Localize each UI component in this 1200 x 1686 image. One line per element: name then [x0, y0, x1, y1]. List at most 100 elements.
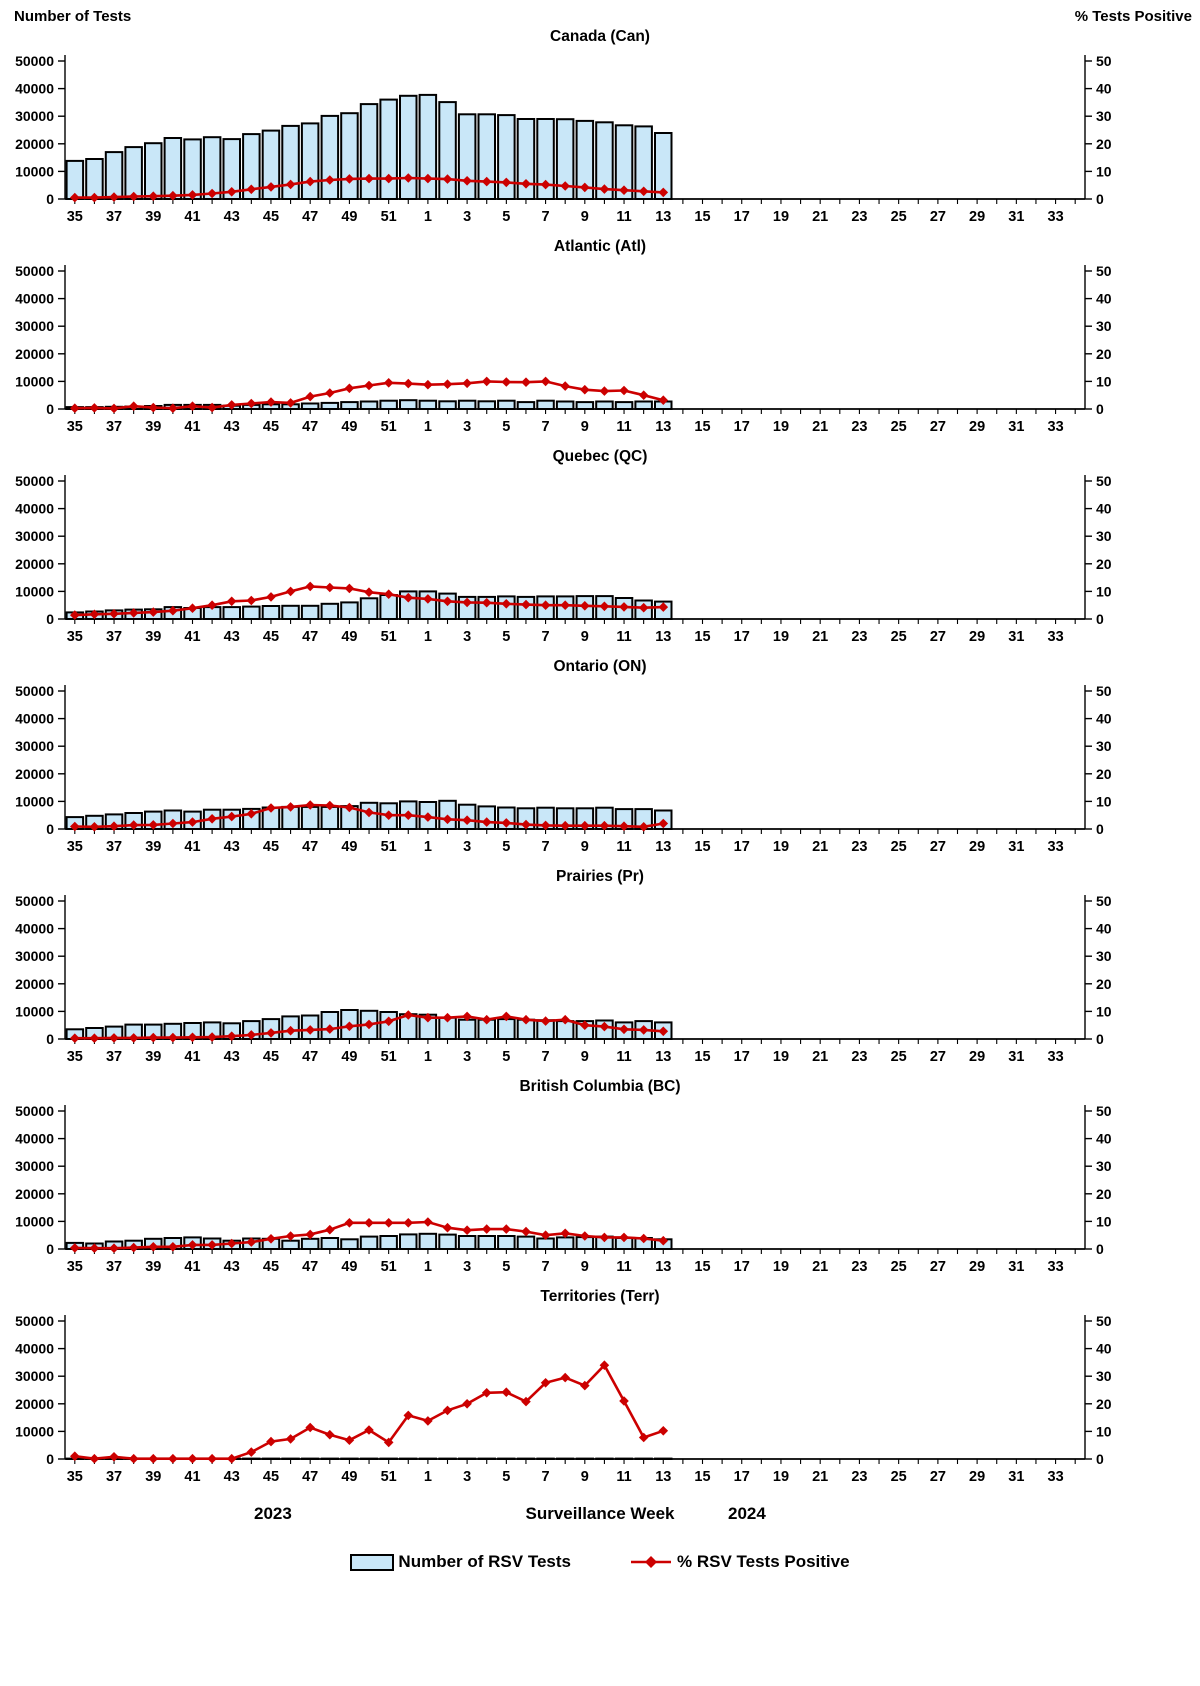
- svg-text:5: 5: [502, 629, 510, 645]
- svg-text:19: 19: [773, 1259, 789, 1275]
- panel-british-columbia-bc: British Columbia (BC) 0 10000 20000 30000 400…: [0, 1078, 1200, 1288]
- svg-text:37: 37: [106, 209, 122, 225]
- svg-text:15: 15: [694, 1259, 710, 1275]
- svg-text:13: 13: [655, 209, 671, 225]
- positivity-line: [70, 581, 669, 620]
- svg-text:37: 37: [106, 1049, 122, 1065]
- svg-text:30: 30: [1096, 738, 1112, 754]
- svg-text:30000: 30000: [15, 738, 54, 754]
- svg-text:5: 5: [502, 1049, 510, 1065]
- svg-text:50: 50: [1096, 893, 1112, 909]
- svg-text:35: 35: [67, 419, 83, 435]
- svg-text:49: 49: [341, 1049, 357, 1065]
- svg-text:45: 45: [263, 1049, 279, 1065]
- svg-text:21: 21: [812, 1049, 828, 1065]
- svg-text:27: 27: [930, 1469, 946, 1485]
- svg-text:13: 13: [655, 1049, 671, 1065]
- svg-text:45: 45: [263, 419, 279, 435]
- svg-text:43: 43: [224, 1469, 240, 1485]
- svg-text:31: 31: [1008, 1259, 1024, 1275]
- svg-text:20000: 20000: [15, 1186, 54, 1202]
- svg-text:30000: 30000: [15, 1368, 54, 1384]
- svg-text:50000: 50000: [15, 1103, 54, 1119]
- svg-text:9: 9: [581, 419, 589, 435]
- svg-text:49: 49: [341, 1259, 357, 1275]
- svg-text:27: 27: [930, 1049, 946, 1065]
- svg-text:49: 49: [341, 629, 357, 645]
- svg-text:0: 0: [46, 1451, 54, 1467]
- svg-text:41: 41: [184, 419, 200, 435]
- svg-text:29: 29: [969, 1259, 985, 1275]
- svg-text:0: 0: [1096, 191, 1104, 207]
- svg-text:25: 25: [891, 839, 907, 855]
- svg-text:10: 10: [1096, 583, 1112, 599]
- svg-text:3: 3: [463, 839, 471, 855]
- svg-text:25: 25: [891, 1259, 907, 1275]
- svg-text:35: 35: [67, 209, 83, 225]
- svg-text:50000: 50000: [15, 53, 54, 69]
- svg-text:50000: 50000: [15, 683, 54, 699]
- svg-text:0: 0: [1096, 1031, 1104, 1047]
- svg-text:19: 19: [773, 1049, 789, 1065]
- svg-text:20: 20: [1096, 1186, 1112, 1202]
- svg-text:45: 45: [263, 209, 279, 225]
- svg-text:23: 23: [851, 419, 867, 435]
- svg-text:7: 7: [542, 419, 550, 435]
- svg-text:50000: 50000: [15, 473, 54, 489]
- svg-text:0: 0: [46, 191, 54, 207]
- svg-text:9: 9: [581, 1049, 589, 1065]
- svg-text:19: 19: [773, 629, 789, 645]
- svg-text:41: 41: [184, 209, 200, 225]
- positivity-line: [70, 1217, 669, 1253]
- svg-text:23: 23: [851, 1049, 867, 1065]
- legend-line-label: % RSV Tests Positive: [676, 1552, 850, 1571]
- svg-text:15: 15: [694, 839, 710, 855]
- svg-text:41: 41: [184, 1469, 200, 1485]
- x-axis-footer: 2023 Surveillance Week 2024: [0, 1500, 1200, 1534]
- svg-text:17: 17: [734, 419, 750, 435]
- svg-text:1: 1: [424, 839, 432, 855]
- panel-title: Ontario (ON): [553, 658, 647, 675]
- year-label-2024: 2024: [728, 1504, 766, 1523]
- svg-text:5: 5: [502, 1259, 510, 1275]
- svg-text:10: 10: [1096, 1423, 1112, 1439]
- svg-text:13: 13: [655, 1469, 671, 1485]
- svg-text:29: 29: [969, 629, 985, 645]
- svg-text:47: 47: [302, 419, 318, 435]
- svg-text:50: 50: [1096, 1103, 1112, 1119]
- svg-text:17: 17: [734, 629, 750, 645]
- bar-swatch-icon: [350, 1553, 395, 1571]
- svg-text:30000: 30000: [15, 108, 54, 124]
- svg-text:47: 47: [302, 839, 318, 855]
- svg-text:17: 17: [734, 839, 750, 855]
- svg-text:3: 3: [463, 1259, 471, 1275]
- svg-text:20000: 20000: [15, 346, 54, 362]
- svg-text:45: 45: [263, 839, 279, 855]
- svg-text:10000: 10000: [15, 793, 54, 809]
- svg-text:0: 0: [1096, 821, 1104, 837]
- svg-text:29: 29: [969, 1049, 985, 1065]
- svg-text:30: 30: [1096, 1158, 1112, 1174]
- svg-text:25: 25: [891, 629, 907, 645]
- svg-text:51: 51: [381, 1049, 397, 1065]
- svg-text:30: 30: [1096, 318, 1112, 334]
- svg-text:9: 9: [581, 839, 589, 855]
- svg-text:3: 3: [463, 1049, 471, 1065]
- svg-text:20000: 20000: [15, 766, 54, 782]
- svg-text:30000: 30000: [15, 1158, 54, 1174]
- svg-text:45: 45: [263, 629, 279, 645]
- svg-text:40: 40: [1096, 1131, 1112, 1147]
- svg-text:45: 45: [263, 1469, 279, 1485]
- svg-text:7: 7: [542, 1049, 550, 1065]
- legend-item-positivity: % RSV Tests Positive: [629, 1552, 850, 1572]
- svg-text:50: 50: [1096, 263, 1112, 279]
- svg-text:33: 33: [1048, 419, 1064, 435]
- svg-text:49: 49: [341, 209, 357, 225]
- svg-text:7: 7: [542, 1259, 550, 1275]
- svg-text:21: 21: [812, 1259, 828, 1275]
- svg-text:9: 9: [581, 629, 589, 645]
- svg-text:30000: 30000: [15, 948, 54, 964]
- svg-text:30: 30: [1096, 108, 1112, 124]
- svg-text:30: 30: [1096, 948, 1112, 964]
